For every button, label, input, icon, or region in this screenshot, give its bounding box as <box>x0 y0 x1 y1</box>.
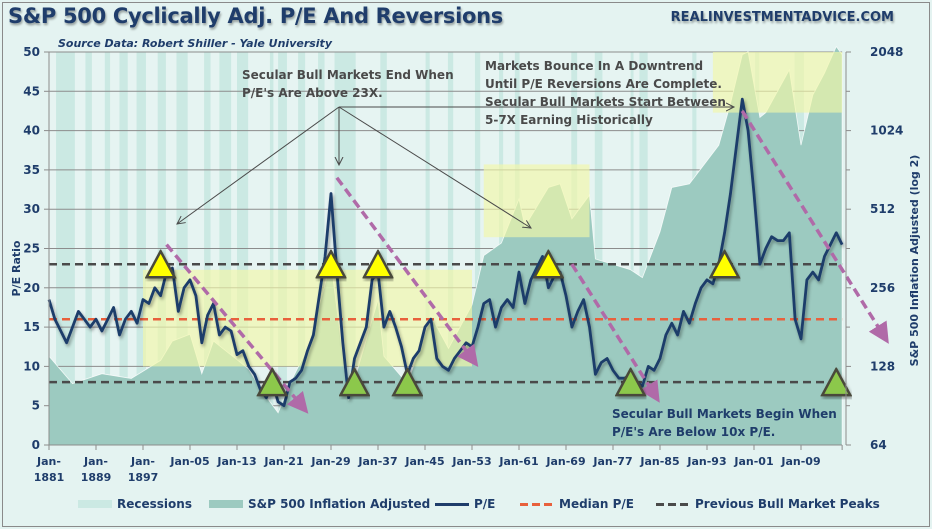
x-tick-label: Jan-29 <box>310 455 350 468</box>
chart-source: Source Data: Robert Shiller - Yale Unive… <box>58 37 332 50</box>
x-tick-label: 1897 <box>128 471 159 484</box>
annotation-bounce-line2: Until P/E Reversions Are Complete. <box>485 77 722 91</box>
annotation-begin-when-line1: Secular Bull Markets Begin When <box>612 407 837 421</box>
legend-item-peaks: Previous Bull Market Peaks <box>656 497 880 511</box>
y2-tick-label: 2048 <box>870 45 903 59</box>
trough-marker <box>391 366 424 397</box>
x-tick-label: Jan-85 <box>639 455 679 468</box>
legend-swatch-peaks <box>656 502 690 506</box>
axes: 0 5 10 15 20 25 30 35 40 45 50 64 128 256 512 1024 2048 J… <box>10 45 921 484</box>
y-tick-label: 45 <box>23 84 40 98</box>
reversion-arrow <box>335 176 479 367</box>
y2-tick-label: 1024 <box>870 124 903 138</box>
y-tick-label: 20 <box>23 281 40 295</box>
x-tick-label: Jan-13 <box>216 455 256 468</box>
reference-lines <box>49 262 843 384</box>
markers <box>144 248 853 397</box>
legend: Recessions S&P 500 Inflation Adjusted P/… <box>0 497 932 517</box>
overvalued-zone <box>712 52 843 113</box>
callout-arrow <box>338 106 531 228</box>
x-tick-label: Jan-01 <box>733 455 773 468</box>
annotation-bounce-line3: Secular Bull Markets Start Between <box>485 95 726 109</box>
legend-label-median: Median P/E <box>559 497 634 511</box>
trough-marker <box>820 366 853 397</box>
legend-item-pe: P/E <box>435 497 495 511</box>
legend-label-sp500: S&P 500 Inflation Adjusted <box>248 497 431 511</box>
y-tick-label: 0 <box>32 438 40 452</box>
x-tick-label: Jan-53 <box>451 455 491 468</box>
peak-marker <box>144 248 177 279</box>
peak-marker <box>708 248 741 279</box>
legend-item-sp500: S&P 500 Inflation Adjusted <box>209 497 430 511</box>
y-tick-label: 5 <box>32 399 40 413</box>
annotation-end-when-line1: Secular Bull Markets End When <box>242 68 454 82</box>
legend-swatch-sp500 <box>209 500 243 508</box>
overvalued-zone <box>483 164 590 238</box>
chart-title: S&P 500 Cyclically Adj. P/E And Reversio… <box>8 4 503 28</box>
trough-marker <box>256 366 289 397</box>
trough-marker <box>338 366 371 397</box>
pe-line <box>47 97 844 408</box>
y-tick-label: 40 <box>23 124 40 138</box>
reversion-arrows <box>165 110 889 414</box>
x-tick-label: Jan-77 <box>592 455 632 468</box>
reversion-arrow <box>570 263 660 403</box>
trough-marker <box>614 366 647 397</box>
annotation-callouts <box>177 107 734 228</box>
legend-swatch-recessions <box>78 500 112 508</box>
y-tick-label: 35 <box>23 163 40 177</box>
y2-tick-label: 512 <box>870 202 895 216</box>
pe-line-group <box>47 97 844 408</box>
reversion-arrow <box>740 110 889 344</box>
callout-arrow <box>177 106 340 224</box>
legend-label-peaks: Previous Bull Market Peaks <box>695 497 880 511</box>
legend-swatch-median <box>520 502 554 506</box>
legend-item-median: Median P/E <box>520 497 634 511</box>
x-tick-label: Jan-69 <box>545 455 585 468</box>
x-tick-label: Jan-37 <box>357 455 397 468</box>
legend-swatch-pe <box>435 502 469 506</box>
peak-marker <box>314 248 348 279</box>
legend-label-pe: P/E <box>474 497 496 511</box>
y2-tick-label: 256 <box>870 281 895 295</box>
legend-label-recessions: Recessions <box>117 497 192 511</box>
x-tick-label: Jan-93 <box>686 455 726 468</box>
x-tick-label: Jan- <box>83 455 108 468</box>
x-tick-label: 1881 <box>34 471 65 484</box>
y-tick-label: 50 <box>23 45 40 59</box>
x-tick-label: Jan-21 <box>263 455 303 468</box>
y-tick-label: 30 <box>23 202 40 216</box>
y2-tick-label: 64 <box>870 438 887 452</box>
x-tick-label: Jan- <box>36 455 61 468</box>
y-axis-title: P/E Ratio <box>10 240 23 296</box>
x-tick-label: Jan-61 <box>498 455 538 468</box>
y-tick-label: 25 <box>23 242 40 256</box>
x-tick-label: Jan- <box>130 455 155 468</box>
annotation-bounce-line4: 5-7X Earning Historically <box>485 113 653 127</box>
x-tick-label: Jan-45 <box>404 455 444 468</box>
annotation-end-when-line2: P/E's Are Above 23X. <box>242 86 383 100</box>
y2-axis-title: S&P 500 Inflation Adjusted (log 2) <box>908 155 921 367</box>
annotations: Secular Bull Markets End When P/E's Are … <box>242 59 837 439</box>
annotation-bounce-line1: Markets Bounce In A Downtrend <box>485 59 703 73</box>
x-tick-label: 1889 <box>81 471 112 484</box>
y-tick-label: 15 <box>23 320 40 334</box>
legend-item-recessions: Recessions <box>78 497 192 511</box>
x-tick-label: Jan-09 <box>780 455 820 468</box>
reversion-arrow <box>165 243 309 414</box>
y-tick-label: 10 <box>23 359 40 373</box>
y2-tick-label: 128 <box>870 359 895 373</box>
peak-marker <box>532 248 565 279</box>
annotation-begin-when-line2: P/E's Are Below 10x P/E. <box>612 425 775 439</box>
peak-marker <box>361 248 395 279</box>
x-tick-label: Jan-05 <box>169 455 209 468</box>
brand-watermark: REALINVESTMENTADVICE.COM <box>670 10 894 25</box>
